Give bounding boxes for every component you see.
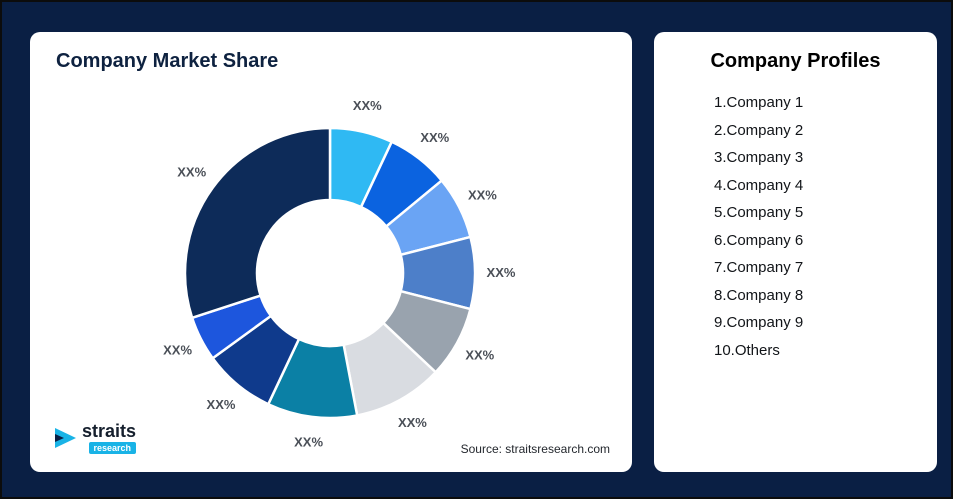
- company-list-item: 6.Company 6: [714, 231, 804, 249]
- company-list-item: 7.Company 7: [714, 259, 804, 276]
- slice-label: XX%: [294, 435, 323, 450]
- logo-name: straits: [82, 421, 137, 441]
- slice-label: XX%: [420, 130, 449, 145]
- company-list-item: 3.Company 3: [714, 149, 804, 166]
- company-profiles-list: 1.Company 1 2.Company 2 3.Company 3 4.Compa…: [654, 89, 937, 364]
- company-profiles-card: Company Profiles 1.Company 1 2.Company 2 3…: [654, 32, 937, 472]
- straits-logo-icon: [55, 428, 76, 448]
- slice-label: XX%: [177, 165, 206, 180]
- slice-label: XX%: [398, 415, 427, 430]
- company-list-item: 9.Company 9: [714, 314, 804, 331]
- company-list-item: 8.Company 8: [714, 286, 804, 304]
- market-share-card: Company Market Share XX% XX% XX% XX% XX% XX% X…: [30, 32, 632, 472]
- profiles-title: Company Profiles: [710, 50, 881, 72]
- company-list-item: 10.Others: [714, 341, 780, 359]
- company-list-item: 5.Company 5: [714, 204, 804, 221]
- market-share-donut: XX% XX% XX% XX% XX% XX% XX% XX% XX% XX%: [163, 98, 516, 450]
- company-list-item: 2.Company 2: [714, 121, 804, 139]
- slice-label: XX%: [468, 187, 497, 202]
- logo-subname: research: [88, 442, 137, 454]
- chart-title: Company Market Share: [56, 50, 279, 72]
- company-list-item: 4.Company 4: [714, 176, 804, 194]
- slice-label: XX%: [465, 347, 494, 362]
- slice-label: XX%: [207, 397, 236, 412]
- donut-segment-10: [183, 126, 332, 320]
- slice-label: XX%: [487, 265, 516, 280]
- slice-label: XX%: [353, 98, 382, 113]
- source-note: Source: straitsresearch.com: [460, 442, 610, 456]
- company-list-item: 1.Company 1: [714, 94, 804, 111]
- slice-label: XX%: [163, 343, 192, 358]
- logo-text: straits research: [82, 421, 137, 454]
- straits-research-logo: straits research: [52, 421, 137, 454]
